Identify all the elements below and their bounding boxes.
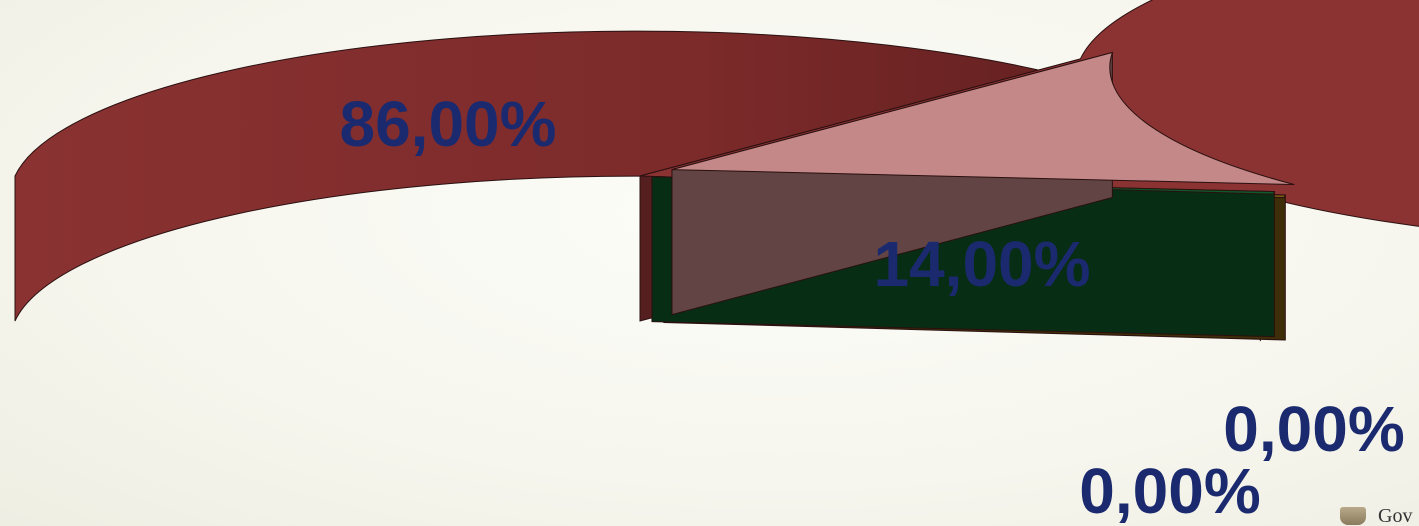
pie-slice-top-2: [671, 51, 1295, 186]
slice-label-3: 0,00%: [1223, 393, 1404, 465]
footer-logo: Gov: [1340, 505, 1419, 526]
slice-label-1: 86,00%: [339, 88, 556, 160]
footer-text: Gov: [1378, 505, 1413, 526]
slice-label-2: 14,00%: [873, 228, 1090, 300]
slice-label-4: 0,00%: [1079, 455, 1260, 526]
crest-icon: [1340, 507, 1366, 525]
pie-slice-2: [671, 51, 1295, 316]
